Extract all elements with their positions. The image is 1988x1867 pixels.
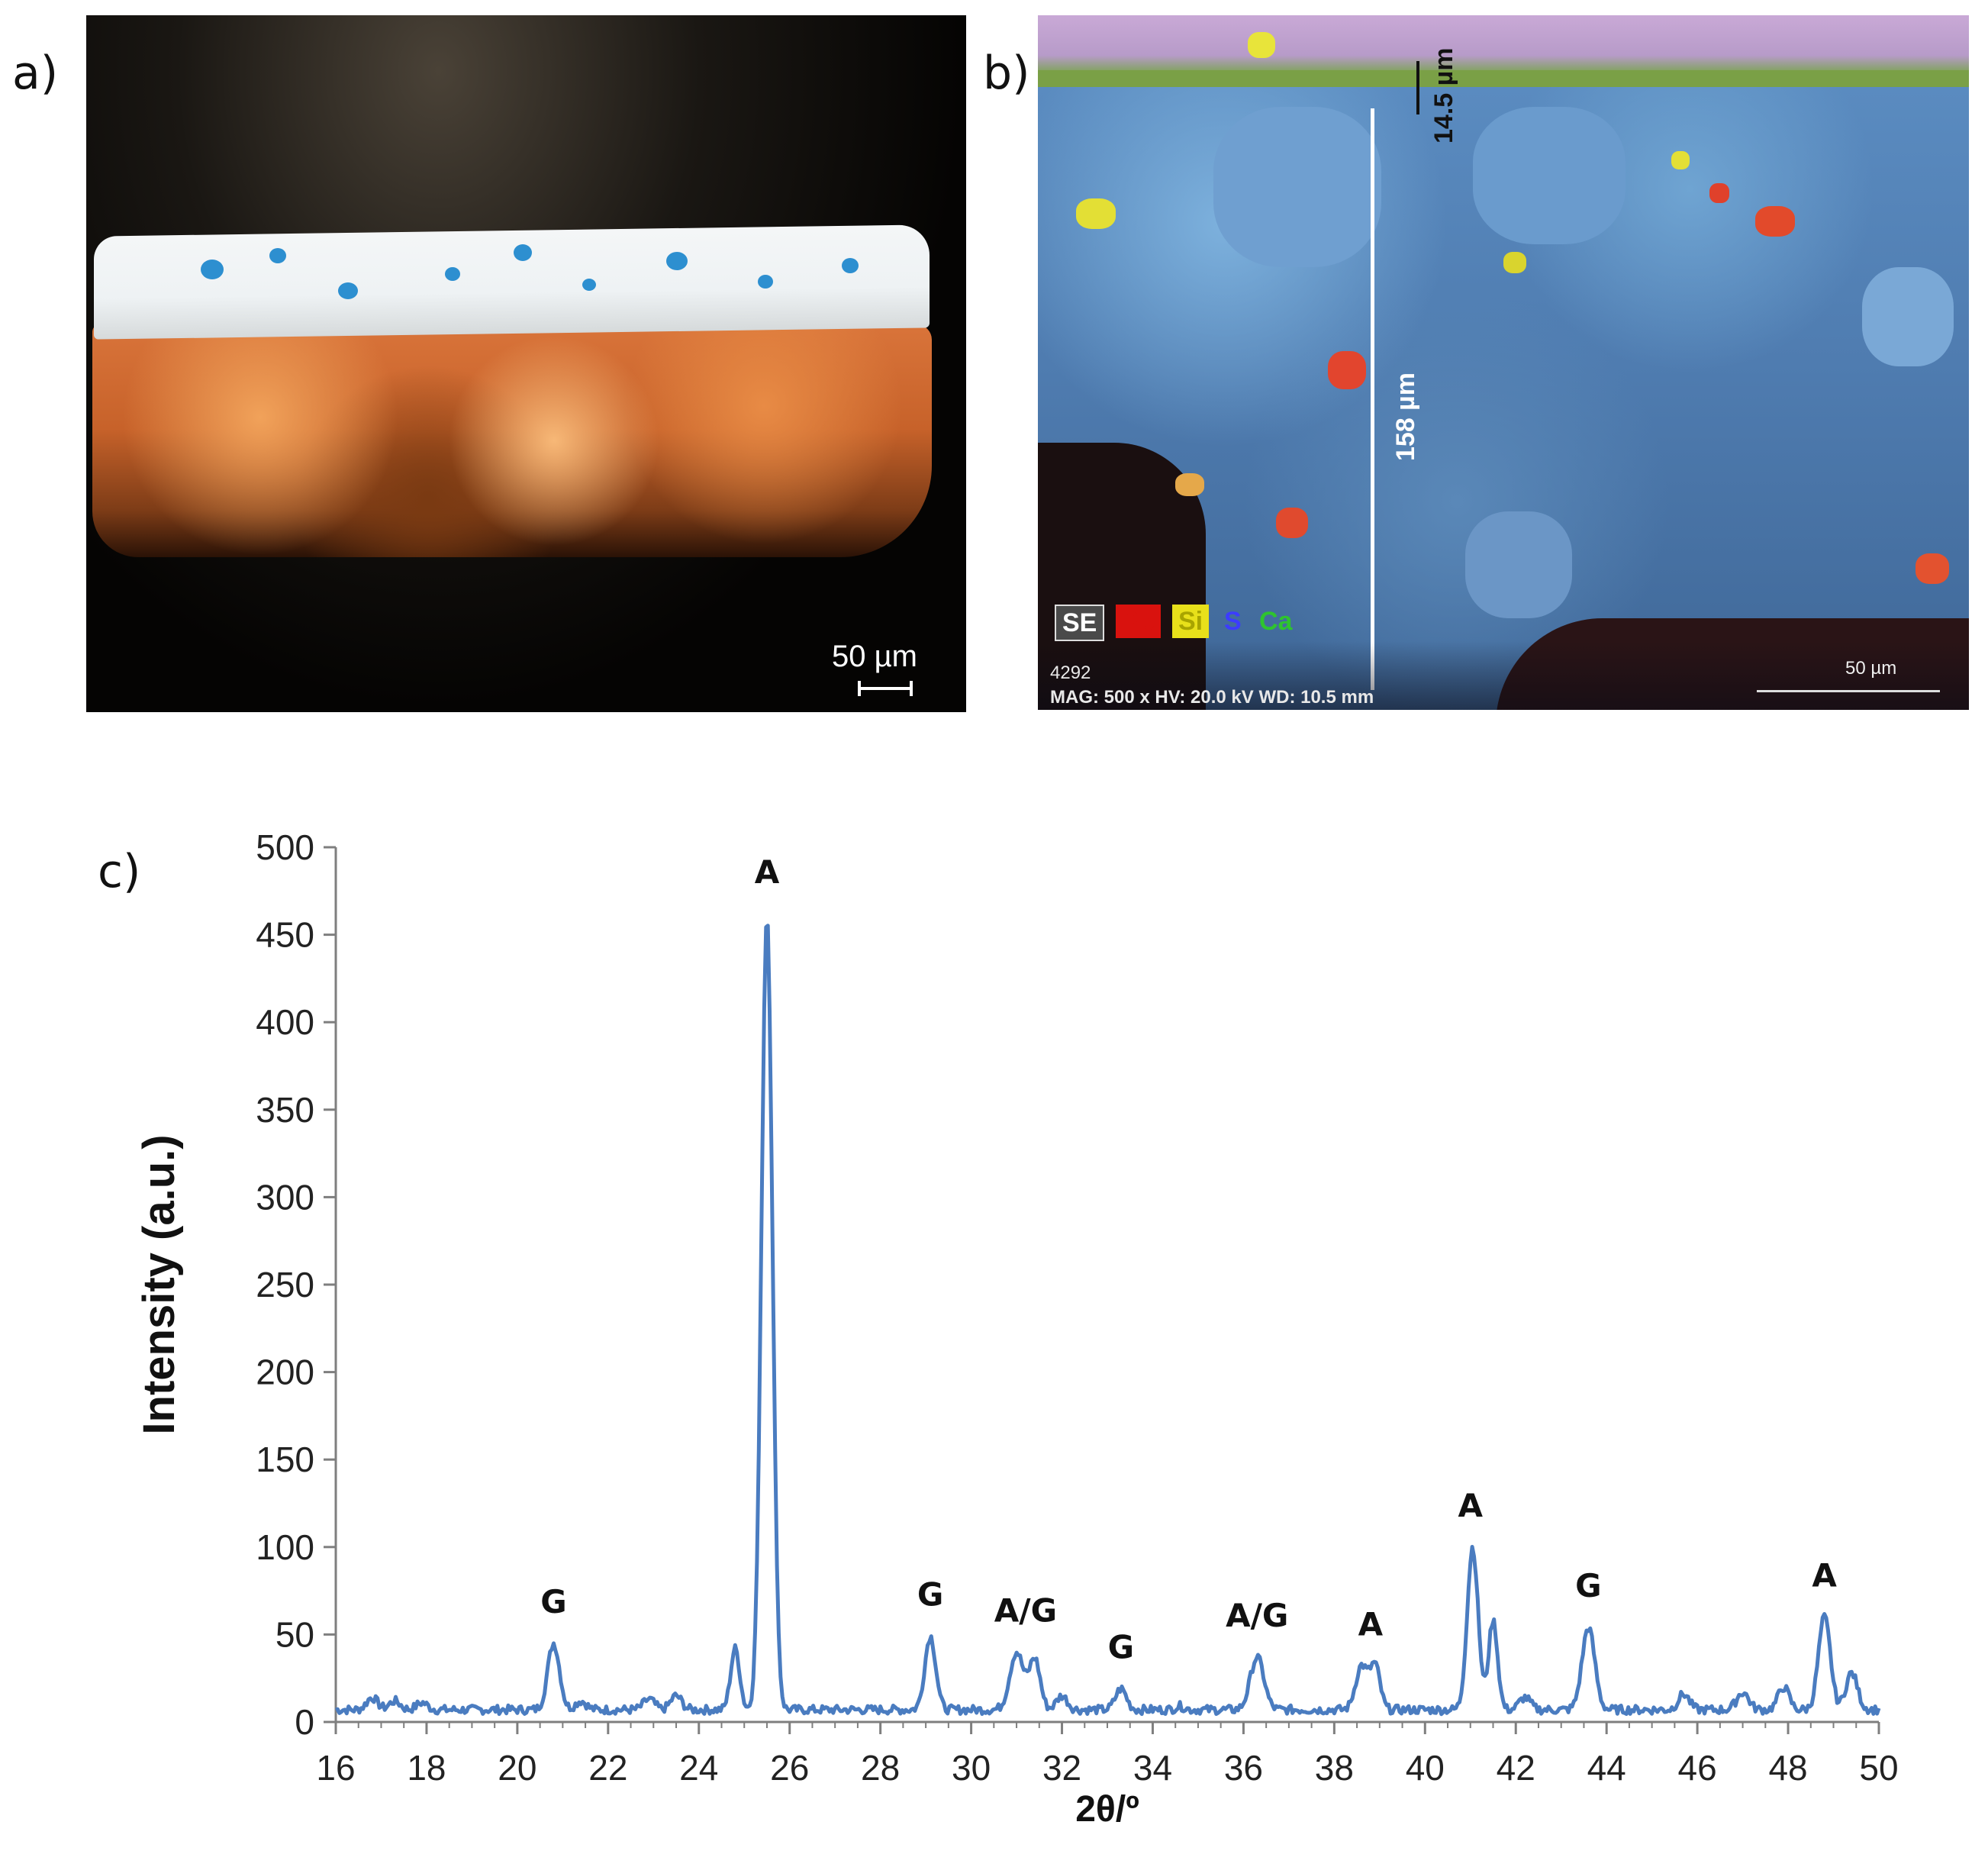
blue-pigment-particle: [514, 244, 532, 261]
scale-bar-label-a: 50 µm: [832, 640, 917, 673]
acquisition-info: MAG: 500 x HV: 20.0 kV WD: 10.5 mm: [1050, 687, 1374, 708]
y-tick-label: 100: [256, 1527, 314, 1567]
blue-pigment-particle: [666, 252, 688, 270]
x-tick-label: 44: [1587, 1748, 1626, 1788]
x-tick-label: 40: [1406, 1748, 1445, 1788]
series-line: [335, 924, 1881, 1717]
peak-label: A: [1358, 1606, 1384, 1643]
y-tick-label: 500: [256, 827, 314, 867]
blue-pigment-particle: [269, 248, 286, 263]
calcium-layer: [1038, 70, 1969, 87]
x-tick-label: 18: [407, 1748, 446, 1788]
peak-label: G: [1575, 1567, 1601, 1604]
lead-particle: [1276, 508, 1308, 538]
legend-ca: Ca: [1259, 607, 1293, 636]
blue-pigment-particle: [445, 267, 460, 281]
x-axis-title: 2θ/º: [1075, 1789, 1139, 1830]
sem-eds-map: [1038, 15, 1969, 710]
lighter-grain: [1213, 107, 1381, 267]
panel-c-label: c): [98, 845, 141, 898]
lead-particle: [1709, 183, 1729, 203]
blue-pigment-particle: [582, 279, 596, 291]
x-tick-label: 42: [1497, 1748, 1535, 1788]
y-tick-label: 50: [275, 1614, 314, 1654]
x-tick-label: 24: [679, 1748, 718, 1788]
scale-bar-label-b: 50 µm: [1845, 658, 1897, 679]
legend-s: S: [1224, 607, 1242, 636]
peak-label: A/G: [1226, 1597, 1288, 1634]
y-tick-label: 0: [295, 1702, 314, 1742]
y-tick-label: 450: [256, 915, 314, 955]
measurement-line-top: [1416, 61, 1419, 114]
peak-label: A: [755, 853, 780, 891]
y-tick-label: 200: [256, 1353, 314, 1392]
chart-axes: [334, 847, 1879, 1724]
x-tick-label: 34: [1133, 1748, 1172, 1788]
optical-micrograph: [86, 15, 966, 712]
blue-pigment-particle: [201, 260, 224, 279]
silicon-particle: [1503, 252, 1526, 273]
legend-si: Si: [1172, 605, 1210, 638]
y-axis-title: Intensity (a.u.): [134, 1134, 184, 1434]
measurement-line-main: [1371, 108, 1374, 690]
scale-bar-a: [858, 681, 913, 696]
blue-pigment-particle: [842, 258, 859, 273]
x-tick-label: 50: [1859, 1748, 1898, 1788]
peak-label: A: [1458, 1487, 1484, 1524]
x-tick-label: 20: [498, 1748, 536, 1788]
info-bar: [1038, 641, 1969, 710]
x-tick-label: 22: [588, 1748, 627, 1788]
legend-pb: Pb: [1116, 605, 1162, 638]
x-axis-ticks: 16 18 20 22 24 26 28 30 32 34 36 38 40 42 44 46 48 50: [316, 1722, 1899, 1788]
y-tick-label: 350: [256, 1090, 314, 1130]
peak-label: A/G: [994, 1591, 1057, 1629]
panel-b-label: b): [983, 47, 1030, 100]
peak-annotations: G A G A/G G A/G A A G A: [540, 853, 1837, 1665]
x-tick-label: 36: [1224, 1748, 1263, 1788]
x-tick-label: 30: [952, 1748, 991, 1788]
panel-a-label: a): [12, 47, 59, 100]
x-tick-label: 32: [1042, 1748, 1081, 1788]
silicon-particle: [1175, 473, 1204, 496]
y-tick-label: 150: [256, 1440, 314, 1479]
legend-se: SE: [1055, 605, 1105, 641]
lead-particle: [1328, 351, 1366, 389]
red-ground-layer: [92, 324, 932, 557]
lighter-grain: [1465, 511, 1572, 618]
blue-pigment-particle: [758, 275, 773, 289]
x-tick-label: 28: [861, 1748, 900, 1788]
y-tick-label: 400: [256, 1002, 314, 1042]
peak-label: G: [917, 1576, 943, 1614]
peak-label: A: [1812, 1556, 1837, 1594]
x-tick-label: 16: [316, 1748, 355, 1788]
silicon-particle: [1671, 151, 1690, 169]
y-tick-label: 250: [256, 1265, 314, 1304]
x-tick-label: 48: [1768, 1748, 1807, 1788]
image-id: 4292: [1050, 663, 1091, 683]
x-tick-label: 38: [1315, 1748, 1354, 1788]
y-tick-label: 300: [256, 1177, 314, 1217]
peak-label: G: [540, 1583, 566, 1620]
peak-label: G: [1108, 1628, 1134, 1665]
surface-strip: [1038, 15, 1969, 73]
scale-bar-b: [1757, 690, 1940, 692]
lighter-grain: [1473, 107, 1626, 244]
x-tick-label: 26: [770, 1748, 809, 1788]
y-axis-ticks: 0 50 100 150 200 250 300 350 400 450 500: [256, 827, 336, 1742]
blue-pigment-particle: [338, 282, 358, 299]
x-tick-label: 46: [1678, 1748, 1717, 1788]
lead-particle: [1916, 553, 1949, 584]
silicon-particle: [1248, 32, 1275, 58]
lead-particle: [1755, 206, 1795, 237]
lighter-grain: [1862, 267, 1954, 366]
silicon-particle: [1076, 198, 1116, 229]
